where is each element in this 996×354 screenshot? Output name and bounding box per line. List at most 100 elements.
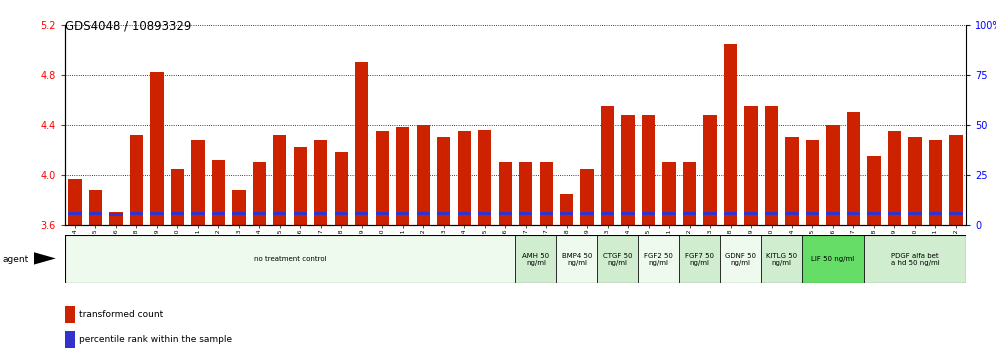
- Text: FGF7 50
ng/ml: FGF7 50 ng/ml: [685, 252, 714, 266]
- Bar: [375, 212, 388, 216]
- Bar: [744, 106, 758, 225]
- Bar: [560, 212, 574, 216]
- Bar: [437, 212, 450, 216]
- Bar: [662, 162, 675, 225]
- Bar: [416, 125, 430, 225]
- Bar: [356, 212, 369, 216]
- Bar: [65, 306, 75, 323]
- Bar: [273, 212, 287, 216]
- Bar: [314, 212, 328, 216]
- Bar: [581, 169, 594, 225]
- Bar: [908, 212, 921, 216]
- Text: agent: agent: [3, 255, 29, 264]
- Text: percentile rank within the sample: percentile rank within the sample: [79, 335, 232, 344]
- Bar: [294, 212, 307, 216]
- Bar: [129, 135, 143, 225]
- Bar: [868, 156, 880, 225]
- Bar: [170, 169, 184, 225]
- Bar: [949, 212, 962, 216]
- Bar: [232, 212, 246, 216]
- Bar: [864, 235, 966, 283]
- Bar: [457, 131, 471, 225]
- Bar: [765, 212, 778, 216]
- Bar: [335, 152, 348, 225]
- Bar: [724, 44, 737, 225]
- Bar: [396, 212, 409, 216]
- Bar: [437, 137, 450, 225]
- Bar: [928, 212, 942, 216]
- Bar: [212, 160, 225, 225]
- Bar: [683, 212, 696, 216]
- Bar: [581, 212, 594, 216]
- Bar: [499, 212, 512, 216]
- Text: KITLG 50
ng/ml: KITLG 50 ng/ml: [766, 252, 798, 266]
- Bar: [806, 212, 819, 216]
- Bar: [785, 212, 799, 216]
- Text: no treatment control: no treatment control: [254, 256, 327, 262]
- Bar: [150, 212, 163, 216]
- Bar: [294, 147, 307, 225]
- Bar: [356, 62, 369, 225]
- Bar: [806, 140, 819, 225]
- Bar: [601, 106, 615, 225]
- Bar: [416, 212, 430, 216]
- Bar: [335, 212, 348, 216]
- Bar: [622, 115, 634, 225]
- Bar: [232, 190, 246, 225]
- Bar: [601, 212, 615, 216]
- Bar: [110, 213, 123, 216]
- Bar: [273, 135, 287, 225]
- Bar: [519, 212, 532, 216]
- Text: LIF 50 ng/ml: LIF 50 ng/ml: [812, 256, 855, 262]
- Bar: [253, 162, 266, 225]
- Bar: [928, 140, 942, 225]
- Text: PDGF alfa bet
a hd 50 ng/ml: PDGF alfa bet a hd 50 ng/ml: [890, 252, 939, 266]
- Bar: [847, 112, 861, 225]
- Text: GDS4048 / 10893329: GDS4048 / 10893329: [65, 19, 191, 33]
- Bar: [499, 162, 512, 225]
- Bar: [827, 125, 840, 225]
- Bar: [949, 135, 962, 225]
- Bar: [89, 212, 103, 216]
- Bar: [887, 212, 901, 216]
- Bar: [598, 235, 638, 283]
- Bar: [89, 190, 103, 225]
- Bar: [560, 194, 574, 225]
- Text: transformed count: transformed count: [79, 310, 163, 319]
- Bar: [65, 235, 516, 283]
- Bar: [683, 162, 696, 225]
- Bar: [69, 212, 82, 216]
- Text: GDNF 50
ng/ml: GDNF 50 ng/ml: [725, 252, 756, 266]
- Bar: [212, 212, 225, 216]
- Bar: [827, 212, 840, 216]
- Text: AMH 50
ng/ml: AMH 50 ng/ml: [522, 252, 550, 266]
- Polygon shape: [34, 252, 56, 265]
- Bar: [519, 162, 532, 225]
- Bar: [69, 178, 82, 225]
- Bar: [253, 212, 266, 216]
- Bar: [150, 72, 163, 225]
- Bar: [868, 212, 880, 216]
- Bar: [703, 212, 717, 216]
- Bar: [110, 212, 123, 225]
- Bar: [191, 140, 204, 225]
- Bar: [375, 131, 388, 225]
- Bar: [457, 212, 471, 216]
- Bar: [887, 131, 901, 225]
- Bar: [785, 137, 799, 225]
- Bar: [765, 106, 778, 225]
- Text: CTGF 50
ng/ml: CTGF 50 ng/ml: [604, 252, 632, 266]
- Bar: [478, 130, 491, 225]
- Bar: [191, 212, 204, 216]
- Bar: [679, 235, 720, 283]
- Bar: [908, 137, 921, 225]
- Bar: [540, 212, 553, 216]
- Bar: [129, 212, 143, 216]
- Bar: [761, 235, 802, 283]
- Bar: [314, 140, 328, 225]
- Bar: [642, 212, 655, 216]
- Bar: [540, 162, 553, 225]
- Bar: [170, 212, 184, 216]
- Bar: [622, 212, 634, 216]
- Bar: [516, 235, 557, 283]
